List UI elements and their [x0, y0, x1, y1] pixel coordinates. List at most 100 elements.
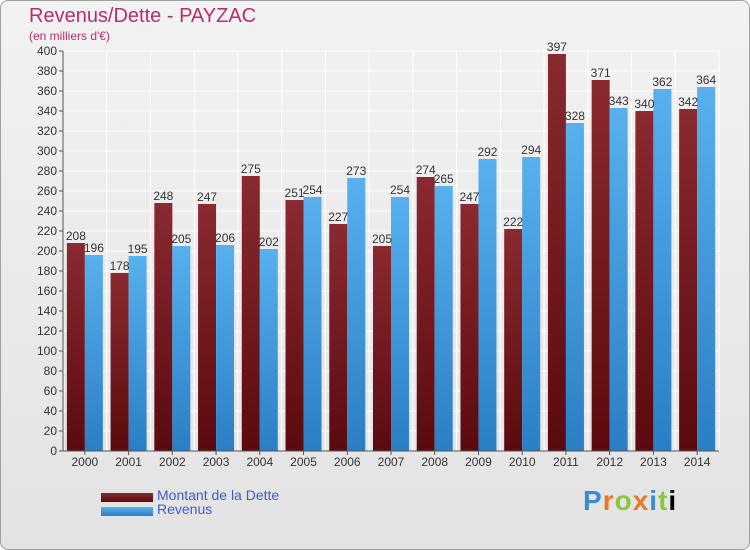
- bar-dette: [373, 246, 391, 451]
- legend-label-revenus: Revenus: [157, 501, 213, 517]
- data-label-dette: 274: [416, 163, 436, 177]
- x-tick-label: 2000: [72, 455, 99, 469]
- data-label-dette: 247: [197, 190, 217, 204]
- bar-revenus: [697, 87, 716, 451]
- bar-revenus: [565, 123, 584, 451]
- bar-revenus: [609, 108, 628, 451]
- data-label-dette: 251: [285, 186, 305, 200]
- x-tick-label: 2014: [684, 455, 711, 469]
- data-label-revenus: 273: [346, 164, 366, 178]
- data-label-dette: 248: [153, 189, 173, 203]
- data-label-dette: 205: [372, 232, 392, 246]
- y-tick-label: 120: [37, 324, 57, 338]
- bar-revenus: [259, 249, 278, 451]
- data-label-dette: 340: [634, 97, 654, 111]
- bar-revenus: [478, 159, 497, 451]
- x-tick-label: 2006: [334, 455, 361, 469]
- x-tick-label: 2002: [159, 455, 186, 469]
- bar-revenus: [216, 245, 235, 451]
- x-tick-label: 2001: [115, 455, 142, 469]
- y-tick-label: 300: [37, 144, 57, 158]
- y-tick-label: 80: [44, 364, 58, 378]
- data-label-revenus: 254: [303, 183, 323, 197]
- y-tick-label: 360: [37, 84, 57, 98]
- y-tick-label: 140: [37, 304, 57, 318]
- x-tick-label: 2010: [509, 455, 536, 469]
- data-label-revenus: 254: [390, 183, 410, 197]
- y-tick-label: 280: [37, 164, 57, 178]
- data-label-dette: 247: [459, 190, 479, 204]
- data-labels: 2081961781952482052472062752022512542272…: [66, 40, 717, 273]
- data-label-dette: 222: [503, 215, 523, 229]
- bar-revenus: [84, 255, 103, 451]
- bar-dette: [329, 224, 348, 451]
- y-tick-label: 260: [37, 184, 57, 198]
- legend-swatch-revenus: [101, 507, 153, 516]
- bar-dette: [635, 111, 654, 451]
- bar-revenus: [172, 246, 191, 451]
- x-tick-label: 2012: [596, 455, 623, 469]
- x-tick-label: 2004: [246, 455, 273, 469]
- bar-revenus: [522, 157, 541, 451]
- y-tick-label: 60: [44, 384, 58, 398]
- y-tick-label: 340: [37, 104, 57, 118]
- y-tick-label: 400: [37, 44, 57, 58]
- data-label-dette: 178: [110, 259, 130, 273]
- chart-subtitle: (en milliers d'€): [29, 29, 110, 43]
- y-tick-label: 240: [37, 204, 57, 218]
- x-tick-label: 2009: [465, 455, 492, 469]
- x-tick-label: 2007: [378, 455, 405, 469]
- bar-revenus: [391, 197, 409, 451]
- data-label-dette: 371: [591, 66, 611, 80]
- bar-revenus: [128, 256, 147, 451]
- bar-revenus: [303, 197, 322, 451]
- data-label-revenus: 343: [609, 94, 629, 108]
- bar-dette: [547, 54, 566, 451]
- y-tick-label: 200: [37, 244, 57, 258]
- y-tick-label: 0: [50, 444, 57, 458]
- bar-revenus: [434, 186, 453, 451]
- y-tick-label: 160: [37, 284, 57, 298]
- legend-swatch-dette: [101, 493, 153, 502]
- bar-dette: [198, 204, 217, 451]
- data-label-revenus: 294: [521, 143, 541, 157]
- data-label-revenus: 206: [215, 231, 235, 245]
- x-tick-label: 2011: [553, 455, 579, 469]
- bar-dette: [679, 109, 698, 451]
- x-tick-label: 2008: [421, 455, 448, 469]
- y-tick-label: 220: [37, 224, 57, 238]
- y-tick-label: 40: [44, 404, 58, 418]
- bar-dette: [110, 273, 129, 451]
- y-tick-label: 320: [37, 124, 57, 138]
- axes: 0 20 40 60 80 100 120 140 160 180 200 220 240 260 280 3…: [37, 44, 719, 469]
- data-label-revenus: 292: [477, 145, 497, 159]
- bar-revenus: [653, 89, 672, 451]
- bar-dette: [241, 176, 260, 451]
- data-label-revenus: 265: [434, 172, 454, 186]
- data-label-revenus: 364: [696, 73, 716, 87]
- bar-dette: [285, 200, 304, 451]
- data-label-revenus: 196: [84, 241, 104, 255]
- y-tick-label: 180: [37, 264, 57, 278]
- data-label-revenus: 195: [128, 242, 148, 256]
- chart-title: Revenus/Dette - PAYZAC: [29, 5, 257, 27]
- bar-dette: [591, 80, 610, 451]
- data-label-dette: 227: [328, 210, 348, 224]
- bar-dette: [416, 177, 435, 451]
- x-tick-label: 2013: [640, 455, 667, 469]
- x-tick-label: 2003: [203, 455, 230, 469]
- data-label-revenus: 328: [565, 109, 585, 123]
- bar-dette: [460, 204, 479, 451]
- y-tick-label: 100: [37, 344, 57, 358]
- data-label-revenus: 362: [652, 75, 672, 89]
- data-label-revenus: 205: [171, 232, 191, 246]
- data-label-dette: 342: [678, 95, 698, 109]
- bars: [66, 54, 716, 451]
- y-tick-label: 380: [37, 64, 57, 78]
- y-tick-label: 20: [44, 424, 58, 438]
- legend-label-dette: Montant de la Dette: [157, 487, 280, 503]
- x-tick-label: 2005: [290, 455, 317, 469]
- data-label-dette: 397: [547, 40, 567, 54]
